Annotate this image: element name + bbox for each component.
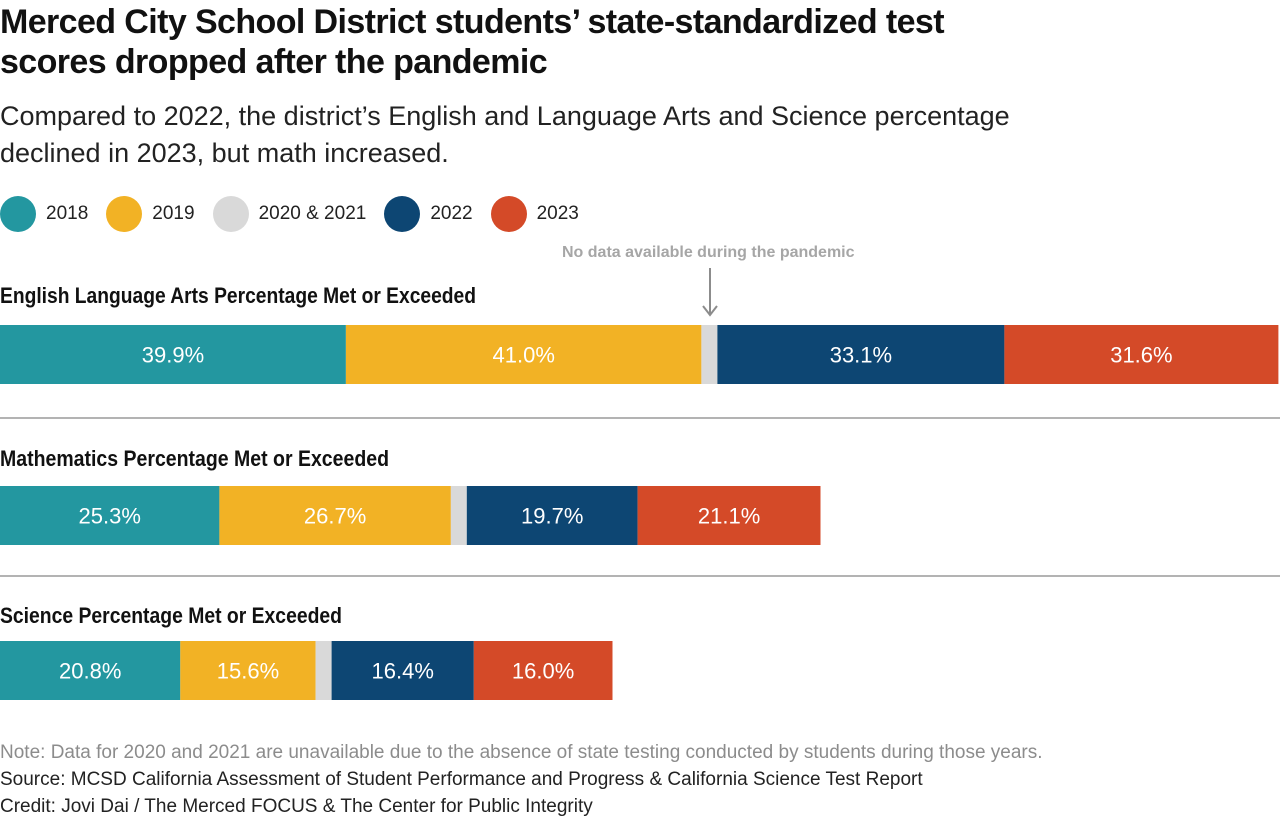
panel-title-math: Mathematics Percentage Met or Exceeded	[0, 446, 389, 471]
bar-label-math-2022: 19.7%	[521, 504, 583, 529]
legend-label-2018: 2018	[46, 203, 89, 224]
bar-label-ela-2019: 41.0%	[493, 343, 555, 368]
bar-ela-2023	[1004, 325, 1279, 384]
bar-math-2018	[0, 486, 220, 545]
down-arrow-icon	[702, 268, 718, 317]
legend-item-2023: 2023	[490, 196, 579, 232]
legend-swatch-2019	[106, 196, 143, 232]
bar-science-2019	[180, 641, 316, 700]
legend-swatch-2018	[0, 196, 36, 232]
bar-ela-2019	[345, 325, 702, 384]
legend-swatch-2022	[384, 196, 421, 232]
pandemic-annotation: No data available during the pandemic	[562, 244, 855, 261]
bar-science-2022	[331, 641, 474, 700]
source-line: Source: MCSD California Assessment of St…	[0, 769, 923, 790]
stacked-bar-chart: English Language Arts Percentage Met or …	[0, 283, 1280, 700]
legend-label-2019: 2019	[152, 203, 195, 224]
legend-item-2020-2021: 2020 & 2021	[212, 196, 367, 232]
bar-label-math-2023: 21.1%	[698, 504, 760, 529]
chart-subtitle: Compared to 2022, the district’s English…	[0, 101, 1010, 168]
bar-label-science-2019: 15.6%	[217, 659, 279, 684]
legend-swatch-2023	[490, 196, 527, 232]
legend: 2018 2019 2020 & 2021 2022 2023	[0, 196, 597, 232]
bar-science-2018	[0, 641, 181, 700]
chart-title: Merced City School District students’ st…	[0, 3, 945, 81]
bar-science-2023	[473, 641, 613, 700]
panel-math: Mathematics Percentage Met or Exceeded 25…	[0, 446, 821, 545]
legend-item-2019: 2019	[106, 196, 195, 232]
legend-item-2022: 2022	[384, 196, 473, 232]
bar-label-ela-2022: 33.1%	[830, 343, 892, 368]
panel-title-science: Science Percentage Met or Exceeded	[0, 603, 342, 628]
bar-ela-2022	[717, 325, 1005, 384]
bar-label-science-2022: 16.4%	[372, 659, 434, 684]
footnote: Note: Data for 2020 and 2021 are unavail…	[0, 742, 1043, 763]
legend-label-2023: 2023	[536, 203, 579, 224]
panel-title-ela: English Language Arts Percentage Met or …	[0, 283, 476, 308]
bar-ela-2018	[0, 325, 346, 384]
bar-label-ela-2023: 31.6%	[1110, 343, 1172, 368]
bar-label-science-2023: 16.0%	[512, 659, 574, 684]
panel-science: Science Percentage Met or Exceeded 20.8% 1…	[0, 603, 613, 700]
credit-line: Credit: Jovi Dai / The Merced FOCUS & Th…	[0, 796, 593, 817]
bar-math-2019	[219, 486, 451, 545]
bar-math-2023	[637, 486, 821, 545]
bar-math-2022	[466, 486, 638, 545]
legend-label-2022: 2022	[430, 203, 473, 224]
bar-ela-2020-2021	[701, 325, 718, 384]
legend-swatch-2020-2021	[212, 196, 249, 232]
legend-label-2020-2021: 2020 & 2021	[258, 203, 367, 224]
bar-science-2020-2021	[315, 641, 332, 700]
panel-ela: English Language Arts Percentage Met or …	[0, 283, 1279, 384]
bar-label-ela-2018: 39.9%	[142, 343, 204, 368]
legend-item-2018: 2018	[0, 196, 88, 232]
bar-label-science-2018: 20.8%	[59, 659, 121, 684]
bar-math-2020-2021	[450, 486, 467, 545]
bar-label-math-2019: 26.7%	[304, 504, 366, 529]
bar-label-math-2018: 25.3%	[79, 504, 141, 529]
